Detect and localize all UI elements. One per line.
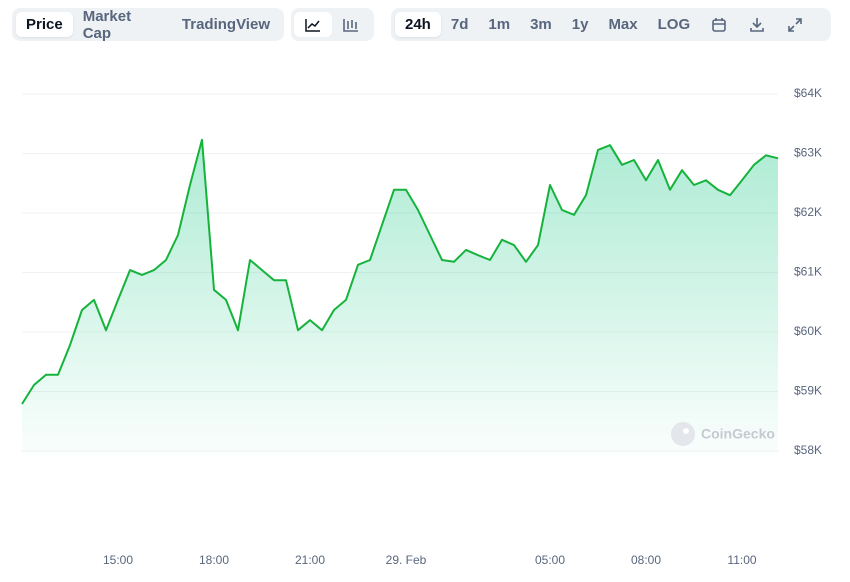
y-tick-label: $63K	[794, 146, 822, 160]
tab-button[interactable]: LOG	[657, 16, 691, 33]
area	[22, 139, 778, 456]
candle-chart-button[interactable]	[332, 12, 370, 37]
y-tick-label: $61K	[794, 265, 822, 279]
chart-style-tabs	[291, 8, 374, 41]
view-tabs: Price Market Cap TradingView	[12, 7, 284, 42]
y-tick-label: $64K	[794, 86, 822, 100]
tab-button[interactable]: 24h	[395, 12, 441, 37]
watermark-text: CoinGecko	[701, 426, 775, 442]
icon	[712, 17, 726, 32]
x-tick-label: 18:00	[199, 553, 229, 567]
tab-button[interactable]: Price	[16, 12, 73, 37]
tab-button[interactable]: 7d	[450, 16, 469, 33]
x-tick-label: 21:00	[295, 553, 325, 567]
tab-button[interactable]: 1y	[571, 16, 589, 33]
y-tick-label: $59K	[794, 384, 822, 398]
y-tick-label: $62K	[794, 205, 822, 219]
x-tick-label: 29. Feb	[386, 553, 427, 567]
icon	[788, 17, 802, 32]
line-icon	[305, 18, 320, 32]
x-tick-label: 15:00	[103, 553, 133, 567]
calendar-button[interactable]	[700, 12, 738, 37]
tab-button[interactable]: Market Cap	[82, 7, 132, 42]
price-line	[21, 138, 779, 405]
tab-button[interactable]: TradingView	[181, 16, 270, 33]
tab-button[interactable]: 1m	[488, 16, 511, 33]
fullscreen-button[interactable]	[776, 12, 814, 37]
tab-button[interactable]: 3m	[530, 16, 552, 33]
watermark: CoinGecko	[671, 422, 775, 446]
line-chart-button[interactable]	[294, 12, 332, 37]
candle-icon	[343, 18, 358, 32]
range-tabs: 24h 7d 1m 3m 1y Max LOG	[391, 8, 831, 41]
y-tick-label: $58K	[794, 443, 822, 457]
x-tick-label: 11:00	[727, 553, 756, 567]
x-tick-label: 08:00	[631, 553, 661, 567]
tab-button[interactable]: Max	[608, 16, 638, 33]
icon	[750, 17, 764, 32]
x-tick-label: 05:00	[535, 553, 565, 567]
y-tick-label: $60K	[794, 324, 822, 338]
download-button[interactable]	[738, 12, 776, 37]
